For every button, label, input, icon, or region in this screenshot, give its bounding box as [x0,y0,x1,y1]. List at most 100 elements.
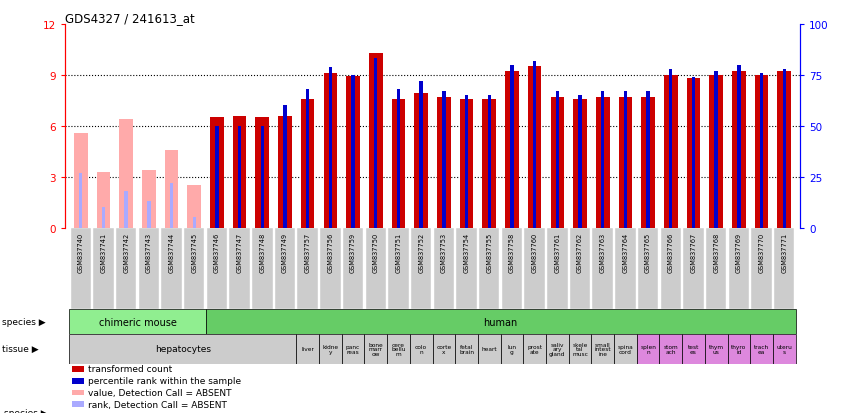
Bar [297,334,319,364]
Bar [455,334,477,364]
Text: fetal
brain: fetal brain [459,344,474,354]
Bar [73,366,84,372]
Bar [73,378,84,384]
Text: corte
x: corte x [436,344,452,354]
Bar [592,334,614,364]
FancyBboxPatch shape [388,228,408,309]
Bar [351,76,355,228]
Bar [74,133,87,228]
FancyBboxPatch shape [706,228,727,309]
Bar [102,208,106,228]
Text: rank, Detection Call = ABSENT: rank, Detection Call = ABSENT [88,400,227,409]
Bar [682,334,705,364]
Text: GSM837742: GSM837742 [123,232,129,272]
Bar [324,74,337,228]
Text: species ▶: species ▶ [2,318,45,326]
FancyBboxPatch shape [570,228,590,309]
Bar [596,97,610,228]
Bar [618,97,632,228]
Bar [215,126,219,228]
Bar [284,106,286,228]
Bar [732,72,746,228]
Text: GSM837766: GSM837766 [668,232,674,272]
Text: GSM837761: GSM837761 [554,232,561,272]
Bar [73,401,84,407]
Bar [170,183,173,228]
Bar [664,76,677,228]
Text: thym
us: thym us [708,344,724,354]
Text: GSM837759: GSM837759 [350,232,356,272]
Bar [705,334,727,364]
Text: GSM837760: GSM837760 [532,232,538,272]
Bar [692,78,695,228]
Text: uteru
s: uteru s [776,344,792,354]
Text: GSM837748: GSM837748 [260,232,266,272]
Bar [477,334,501,364]
Text: test
es: test es [688,344,699,354]
Bar [687,79,701,228]
Text: percentile rank within the sample: percentile rank within the sample [88,376,241,385]
Text: liver: liver [301,347,314,351]
Bar [369,54,382,228]
Bar [188,186,201,228]
Text: GSM837752: GSM837752 [418,232,424,272]
Bar [773,334,796,364]
FancyBboxPatch shape [752,228,772,309]
Bar [329,67,332,228]
Bar [119,120,133,228]
Bar [568,334,592,364]
Bar [550,97,564,228]
Bar [783,69,786,228]
FancyBboxPatch shape [547,228,567,309]
Text: GSM837751: GSM837751 [395,232,401,272]
Bar [193,218,196,228]
Bar [459,100,473,228]
Bar [73,390,84,396]
Bar [125,192,128,228]
FancyBboxPatch shape [457,228,477,309]
Text: GSM837746: GSM837746 [214,232,220,272]
Bar [410,334,432,364]
FancyBboxPatch shape [161,228,182,309]
Text: GSM837758: GSM837758 [509,232,515,272]
Bar [637,334,659,364]
Text: GSM837770: GSM837770 [759,232,765,272]
Bar [546,334,568,364]
Text: GSM837744: GSM837744 [169,232,175,272]
Bar [319,334,342,364]
Bar [374,59,377,228]
FancyBboxPatch shape [207,228,227,309]
Text: chimeric mouse: chimeric mouse [99,317,176,327]
Bar [260,126,264,228]
Text: thyro
id: thyro id [731,344,746,354]
Text: stom
ach: stom ach [663,344,678,354]
Bar [164,150,178,228]
Bar [69,334,297,364]
Bar [79,173,82,228]
FancyBboxPatch shape [366,228,386,309]
FancyBboxPatch shape [184,228,204,309]
Bar [432,334,455,364]
Text: lun
g: lun g [508,344,516,354]
Bar [279,116,292,228]
Text: GSM837765: GSM837765 [645,232,651,272]
Text: GSM837747: GSM837747 [237,232,242,272]
FancyBboxPatch shape [615,228,636,309]
Bar [759,74,763,228]
Bar [420,82,423,228]
Bar [69,309,206,334]
Bar [533,62,536,228]
Text: GSM837753: GSM837753 [441,232,447,272]
Text: splen
n: splen n [640,344,656,354]
Bar [342,334,364,364]
Bar [573,100,586,228]
Text: GSM837740: GSM837740 [78,232,84,272]
Text: GSM837756: GSM837756 [327,232,333,272]
FancyBboxPatch shape [661,228,681,309]
Text: transformed count: transformed count [88,365,173,374]
Bar [641,97,655,228]
FancyBboxPatch shape [298,228,318,309]
Text: GDS4327 / 241613_at: GDS4327 / 241613_at [65,12,195,25]
Bar [346,77,360,228]
FancyBboxPatch shape [433,228,454,309]
